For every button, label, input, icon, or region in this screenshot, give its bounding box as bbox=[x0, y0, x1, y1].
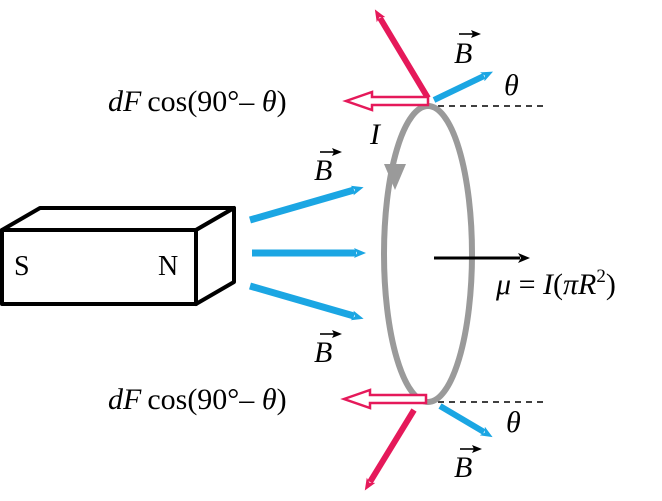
field-label-top: B bbox=[454, 30, 481, 70]
force-component-arrow-bottom bbox=[340, 388, 428, 410]
field-arrow-upper bbox=[249, 185, 364, 224]
force-label-theta: θ bbox=[262, 85, 277, 118]
field-label-upper-text: B bbox=[314, 154, 332, 187]
current-label: I bbox=[369, 118, 382, 151]
field-label-lower-text: B bbox=[314, 336, 332, 369]
field-label-top-text: B bbox=[454, 37, 472, 70]
force-arrow-top bbox=[374, 9, 431, 100]
moment-close-paren: ) bbox=[606, 268, 616, 301]
moment-exponent: 2 bbox=[596, 266, 606, 287]
field-arrow-lower bbox=[249, 282, 364, 321]
force-arrow-bottom bbox=[364, 408, 417, 491]
angle-label-bottom: θ bbox=[506, 406, 521, 439]
field-label-bottom-text: B bbox=[454, 451, 472, 484]
force-component-label-top: dF cos(90°– θ) bbox=[108, 85, 287, 118]
bar-magnet: S N bbox=[0, 206, 236, 306]
force-component-label-bottom: dF cos(90°– θ) bbox=[108, 383, 287, 416]
field-arrows-from-magnet bbox=[249, 185, 366, 321]
moment-eq: = bbox=[511, 268, 543, 301]
south-pole-label: S bbox=[14, 251, 30, 282]
magnet-front-face bbox=[0, 228, 198, 306]
field-arrow-loop-top bbox=[432, 71, 494, 103]
moment-radius: R bbox=[577, 268, 596, 301]
force-label-expr: cos(90°– bbox=[147, 383, 261, 416]
force-label-d: dF bbox=[108, 85, 142, 118]
force-label-d: dF bbox=[108, 383, 142, 416]
moment-mu: μ bbox=[495, 268, 511, 301]
force-component-arrow-top bbox=[342, 90, 430, 112]
field-arrow-loop-bottom bbox=[438, 403, 493, 438]
moment-pi: π bbox=[563, 268, 579, 301]
force-label-close: ) bbox=[277, 85, 287, 118]
angle-label-top: θ bbox=[504, 69, 519, 102]
force-label-close: ) bbox=[277, 383, 287, 416]
field-label-upper: B bbox=[314, 148, 342, 187]
force-label-expr: cos(90°– bbox=[147, 85, 261, 118]
current-loop bbox=[381, 103, 475, 405]
moment-current: I bbox=[542, 268, 555, 301]
magnetic-moment-label: μ = I(πR2) bbox=[495, 266, 616, 301]
loop-current-arrowhead bbox=[384, 164, 406, 190]
north-pole-label: N bbox=[158, 251, 178, 282]
field-label-lower: B bbox=[314, 330, 342, 369]
force-label-theta: θ bbox=[262, 383, 277, 416]
moment-open-paren: ( bbox=[553, 268, 563, 301]
field-label-bottom: B bbox=[454, 445, 482, 484]
